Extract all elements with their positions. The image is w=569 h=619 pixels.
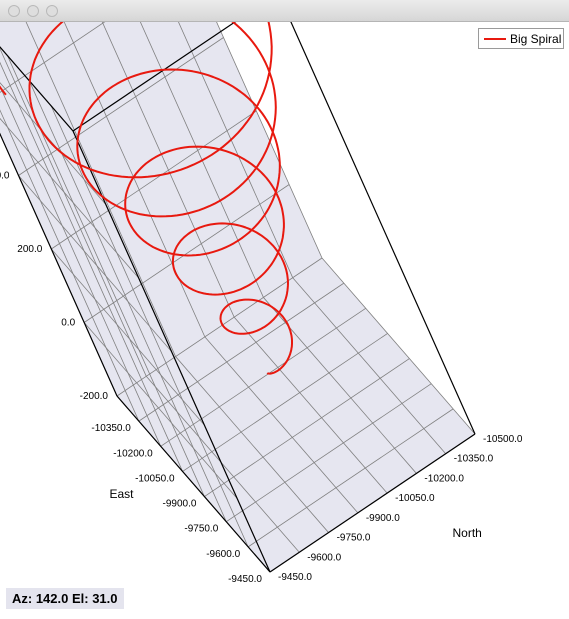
floor-gridline-east [226,383,432,523]
minimize-window-button[interactable] [27,5,39,17]
east-tick-label: -10350.0 [91,423,131,434]
east-tick-label: -9900.0 [163,499,197,510]
wall-gridline-down [83,322,238,499]
north-tick-label: -9600.0 [307,552,341,563]
big-spiral-line [0,22,293,375]
floor-gridline-east [182,333,388,472]
north-tick-label: -10050.0 [395,493,435,504]
floor-gridline-north [321,257,476,435]
axis-panes [0,22,475,572]
window-titlebar [0,0,569,22]
axis-labels: NorthEastDown [109,487,482,540]
north-tick-label: -10200.0 [424,473,464,484]
east-axis-line [116,395,271,573]
down-tick-label: 200.0 [17,244,42,255]
floor-gridline-north [233,316,388,494]
east-tick-label: -9750.0 [184,524,218,535]
spiral-3d-plot[interactable]: -10500.0 -10350.0 -10200.0 -10050.0 -9900.0 -… [0,22,569,619]
north-tick-label: -10350.0 [454,454,494,465]
down-tick-label: 0.0 [61,318,75,329]
view-angle-readout: Az: 142.0 El: 31.0 [6,588,124,609]
floor-gridline-north [145,376,300,553]
north-tick-label: -9450.0 [278,572,312,583]
axis-lines [0,22,476,573]
east-axis-label: East [109,487,134,501]
down-axis-line [0,132,118,397]
legend-line-swatch [484,38,506,40]
right-vertical-edge [290,22,476,435]
north-wall-pane [0,22,322,396]
east-tick-label: -10050.0 [135,473,175,484]
wall-gridline-down [0,22,106,93]
floor-gridline-north [175,356,329,533]
down-tick-label: -200.0 [80,391,109,402]
wall-gridline-down [18,175,172,352]
east-tick-label: -9600.0 [206,549,240,560]
wall-gridline-down [0,117,139,279]
wall-gridline-down [0,82,107,205]
top-edge-east [0,46,74,132]
close-window-button[interactable] [8,5,20,17]
north-axis-line [269,433,476,573]
floor-gridline-east [204,358,410,497]
wall-gridline-down [51,110,257,250]
zoom-window-button[interactable] [46,5,58,17]
north-axis-label: North [453,526,482,540]
north-tick-label: -9900.0 [366,513,400,524]
floor-gridline-east [160,307,366,447]
near-vertical-edge [72,130,271,573]
down-tick-label: 400.0 [0,171,10,182]
east-tick-label: -10200.0 [113,448,153,459]
legend: Big Spiral [478,28,564,49]
floor-gridline-east [138,282,345,422]
wall-gridline-down [18,37,224,176]
tick-labels: -10500.0 -10350.0 -10200.0 -10050.0 -9900.0 -… [0,171,523,586]
legend-label: Big Spiral [510,32,562,46]
floor-gridline-east [247,408,454,548]
north-tick-label: -10500.0 [483,434,523,445]
wall-gridline-down [51,248,205,426]
north-tick-label: -9750.0 [337,533,371,544]
wall-gridline-down [83,184,290,323]
big-spiral-series [0,22,293,375]
floor-gridline-north [292,277,447,454]
floor-gridline-north [204,336,359,514]
top-edge-north [72,22,236,132]
east-tick-label: -9450.0 [228,574,262,585]
